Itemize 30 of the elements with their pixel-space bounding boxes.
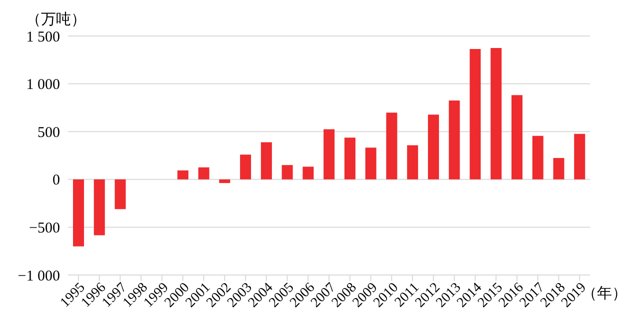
bar [386, 112, 398, 180]
y-axis-title: （万吨） [26, 10, 86, 29]
bar [470, 49, 481, 180]
bar [260, 142, 272, 180]
bar [428, 114, 439, 180]
bar [198, 167, 210, 180]
bar [511, 95, 522, 180]
y-tick-label: −1 000 [18, 268, 60, 284]
y-tick-label: −500 [29, 220, 60, 237]
y-tick-label: 1 000 [26, 77, 60, 94]
bar [324, 129, 335, 180]
bar [574, 134, 586, 180]
bar [532, 136, 544, 180]
y-tick-label: 0 [52, 172, 60, 189]
bar [365, 148, 376, 180]
bar [490, 48, 502, 180]
bar [94, 179, 105, 236]
bar [219, 179, 230, 184]
bar [448, 100, 460, 180]
y-tick-label: 1 500 [26, 29, 60, 46]
bar [114, 179, 126, 210]
bar [282, 165, 293, 180]
bar [177, 170, 188, 180]
bar [553, 158, 564, 180]
y-tick-label: 500 [38, 124, 60, 141]
bar [73, 179, 84, 246]
bar [344, 138, 356, 180]
bar [240, 154, 252, 180]
bar [407, 145, 418, 180]
bar [302, 166, 314, 180]
